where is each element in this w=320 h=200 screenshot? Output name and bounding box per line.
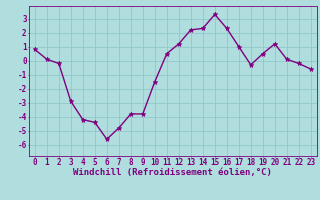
X-axis label: Windchill (Refroidissement éolien,°C): Windchill (Refroidissement éolien,°C) [73,168,272,177]
